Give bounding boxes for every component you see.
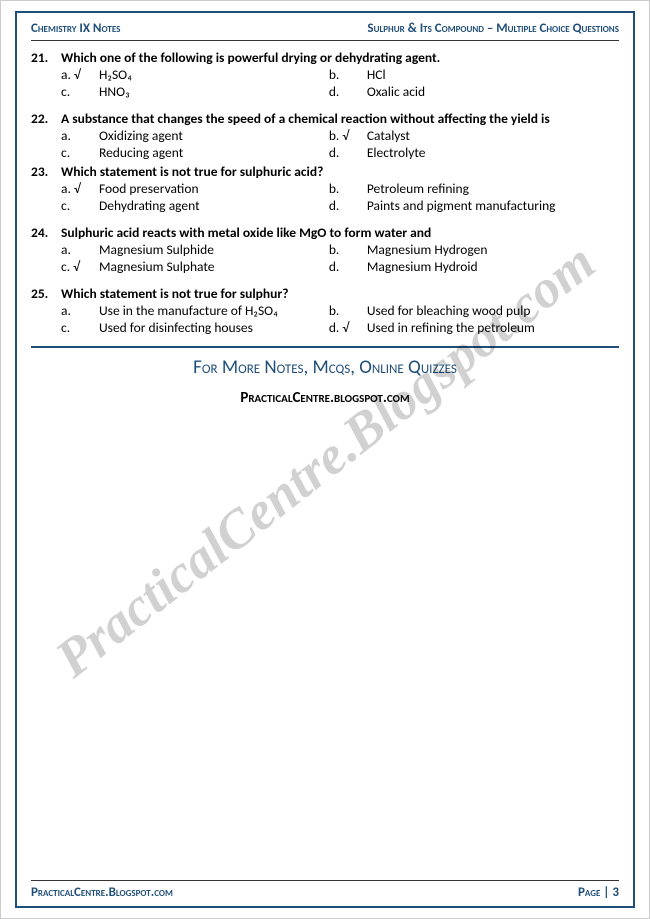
promo-line2: PracticalCentre.blogspot.com [31,389,619,407]
opt-b-text: HCl [367,66,619,83]
opt-d-text: Magnesium Hydroid [367,258,619,275]
opt-a-text: Oxidizing agent [99,127,329,144]
q-text: Sulphuric acid reacts with metal oxide l… [61,224,619,241]
promo-line1: For More Notes, Mcqs, Online Quizzes [31,356,619,379]
opt-c-text: HNO₃ [99,83,329,100]
opt-b-text: Petroleum refining [367,180,619,197]
opt-d-text: Paints and pigment manufacturing [367,197,619,214]
opt-c-label: c. [61,83,99,100]
opt-b-text: Catalyst [367,127,619,144]
opt-d-text: Electrolyte [367,144,619,161]
opt-a-label: a. √ [61,180,99,197]
q-text: Which statement is not true for sulphur? [61,285,619,302]
opt-a-label: a. [61,241,99,258]
opt-c-label: c. [61,319,99,336]
page: Chemistry IX Notes Sulphur & Its Compoun… [0,0,650,919]
opt-d-text: Oxalic acid [367,83,619,100]
opt-a-text: H₂SO₄ [99,66,329,83]
opt-a-label: a. [61,302,99,319]
q-number: 22. [31,110,61,127]
q-text: Which one of the following is powerful d… [61,49,619,66]
header: Chemistry IX Notes Sulphur & Its Compoun… [31,21,619,41]
opt-d-label: d. [329,83,367,100]
footer-left: PracticalCentre.Blogspot.com [31,885,173,900]
opt-d-text: Used in refining the petroleum [367,319,619,336]
opt-c-label: c. [61,144,99,161]
question-22: 22. A substance that changes the speed o… [31,110,619,161]
opt-c-label: c. [61,197,99,214]
q-number: 24. [31,224,61,241]
opt-d-label: d. [329,258,367,275]
opt-a-text: Food preservation [99,180,329,197]
question-24: 24. Sulphuric acid reacts with metal oxi… [31,224,619,275]
opt-b-label: b. [329,302,367,319]
q-text: Which statement is not true for sulphuri… [61,163,619,180]
opt-a-label: a. √ [61,66,99,83]
opt-b-label: b. [329,180,367,197]
opt-c-text: Reducing agent [99,144,329,161]
header-left: Chemistry IX Notes [31,21,120,36]
footer-right: Page | 3 [578,885,619,900]
opt-a-label: a. [61,127,99,144]
opt-d-label: d. [329,144,367,161]
opt-d-label: d. √ [329,319,367,336]
body: 21. Which one of the following is powerf… [31,49,619,880]
q-number: 25. [31,285,61,302]
q-number: 21. [31,49,61,66]
opt-d-label: d. [329,197,367,214]
q-number: 23. [31,163,61,180]
opt-c-text: Used for disinfecting houses [99,319,329,336]
header-right: Sulphur & Its Compound – Multiple Choice… [367,21,619,36]
opt-c-text: Magnesium Sulphate [99,258,329,275]
opt-a-text: Magnesium Sulphide [99,241,329,258]
divider [31,346,619,348]
content-frame: Chemistry IX Notes Sulphur & Its Compoun… [15,11,635,908]
question-23: 23. Which statement is not true for sulp… [31,163,619,214]
opt-a-text: Use in the manufacture of H₂SO₄ [99,302,329,319]
opt-c-label: c. √ [61,258,99,275]
question-21: 21. Which one of the following is powerf… [31,49,619,100]
opt-b-text: Used for bleaching wood pulp [367,302,619,319]
opt-b-label: b. [329,66,367,83]
opt-b-label: b. √ [329,127,367,144]
footer: PracticalCentre.Blogspot.com Page | 3 [31,880,619,900]
q-text: A substance that changes the speed of a … [61,110,619,127]
opt-b-label: b. [329,241,367,258]
opt-b-text: Magnesium Hydrogen [367,241,619,258]
opt-c-text: Dehydrating agent [99,197,329,214]
question-25: 25. Which statement is not true for sulp… [31,285,619,336]
